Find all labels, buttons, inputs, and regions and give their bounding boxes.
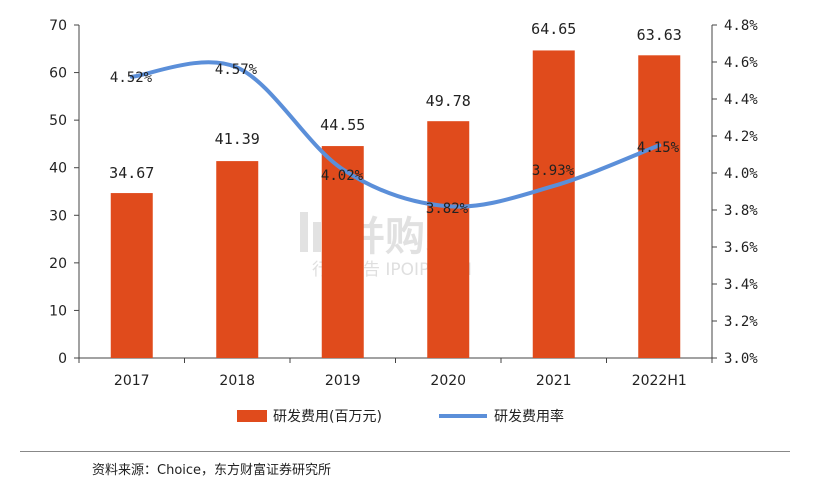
bar-data-label: 41.39 [215,130,260,148]
y-right-tick-label: 3.4% [724,277,758,293]
y-right-tick-label: 3.6% [724,240,758,256]
bar-data-label: 49.78 [426,92,471,110]
y-right-tick-label: 4.8% [724,18,758,34]
x-tick-label: 2019 [325,373,361,389]
x-tick-label: 2022H1 [632,373,687,389]
y-left-tick-label: 50 [49,113,67,129]
bar-data-label: 63.63 [637,26,682,44]
y-left-tick-label: 30 [49,208,67,224]
bar-data-label: 44.55 [320,116,365,134]
legend-bar-label: 研发费用(百万元) [273,409,382,425]
legend-line-label: 研发费用率 [494,408,564,425]
axes: 0 10 20 30 40 50 60 70 3.0% 3.2% 3.4% 3.6% 3.8% 4.0% 4… [49,18,758,389]
bar [110,193,153,358]
y-left-tick-label: 70 [49,18,67,34]
x-tick-label: 2021 [536,373,572,389]
bar [427,121,470,359]
y-left-tick-label: 0 [58,351,67,367]
line-data-label: 4.15% [637,140,680,156]
legend-bar-swatch [237,410,267,422]
line-data-label: 4.57% [215,62,258,78]
bar-data-label: 34.67 [109,164,154,182]
rate-line [129,60,662,209]
line-data-label: 4.52% [110,70,153,86]
data-labels: 34.67 41.39 44.55 49.78 64.65 63.63 4.52% 4.57%… [109,20,682,217]
bar-series [110,50,681,359]
chart-canvas: 并购家 行业报告 IPOIPO.CN 0102030405060703.0%3.… [49,18,758,425]
source-divider [20,451,790,452]
y-right-tick-label: 4.6% [724,55,758,71]
y-right-tick-label: 3.0% [724,351,758,367]
bar [216,161,259,358]
line-data-label: 4.02% [321,168,364,184]
y-right-tick-label: 4.2% [724,129,758,145]
legend: 研发费用(百万元) 研发费用率 [237,408,564,425]
y-right-tick-label: 4.4% [724,92,758,108]
bar-data-label: 64.65 [531,20,576,38]
bar [532,50,575,358]
x-tick-label: 2020 [430,373,466,389]
y-right-tick-label: 3.8% [724,203,758,219]
line-series [129,60,662,209]
y-left-tick-label: 60 [49,66,67,82]
x-tick-label: 2017 [114,373,150,389]
y-right-tick-label: 4.0% [724,166,758,182]
bar [321,146,364,358]
x-tick-label: 2018 [219,373,255,389]
y-right-tick-label: 3.2% [724,314,758,330]
y-left-tick-label: 10 [49,303,67,319]
y-left-tick-label: 20 [49,256,67,272]
line-data-label: 3.82% [426,201,469,217]
bar [638,55,681,358]
source-note: 资料来源：Choice，东方财富证券研究所 [92,463,332,478]
line-data-label: 3.93% [532,163,575,179]
y-left-tick-label: 40 [49,161,67,177]
